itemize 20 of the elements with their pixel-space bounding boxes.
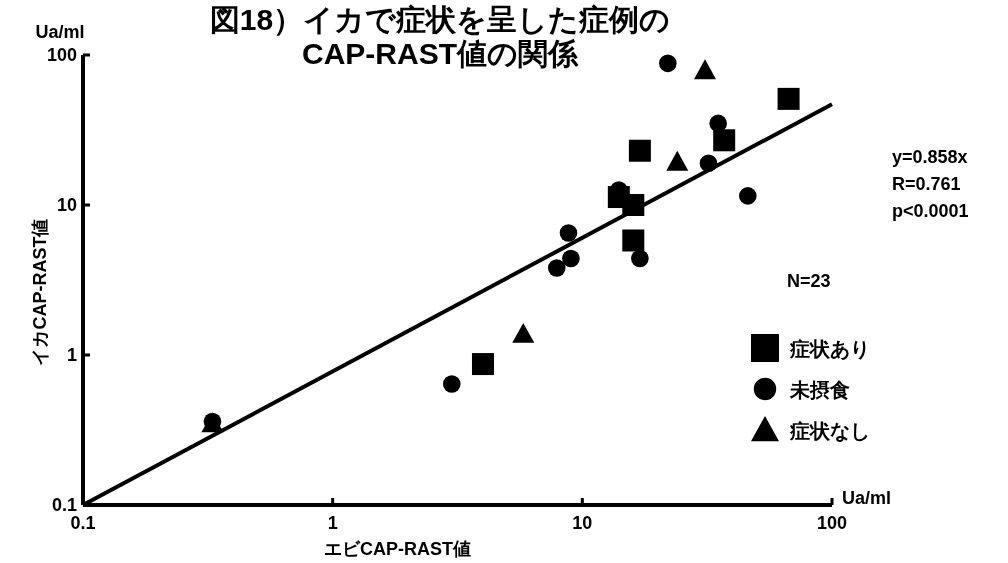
title: 図18）イカで症状を呈した症例のCAP-RAST値の関係 [209, 3, 671, 70]
annotation: Ua/ml [842, 488, 892, 508]
x-axis-title: エビCAP-RAST値 [324, 539, 471, 559]
legend-label: 未摂食 [789, 379, 850, 401]
annotation: Ua/ml [35, 22, 85, 42]
y-axis-title: イカCAP-RAST値 [30, 218, 50, 366]
y-tick-label: 10 [56, 195, 77, 215]
y-tick-label: 0.1 [51, 495, 77, 515]
y-tick-label: 1 [66, 345, 77, 365]
x-tick-label: 1 [327, 513, 338, 533]
x-tick-label: 0.1 [70, 513, 96, 533]
legend-label: 症状あり [789, 338, 870, 360]
annotation: R=0.761 [892, 174, 961, 194]
x-tick-label: 100 [816, 513, 848, 533]
y-tick-label: 100 [46, 45, 77, 65]
x-tick-label: 10 [572, 513, 593, 533]
annotation: N=23 [787, 271, 831, 291]
legend-label: 症状なし [789, 420, 870, 442]
annotation: p<0.0001 [892, 201, 969, 221]
annotation: y=0.858x [892, 147, 968, 167]
